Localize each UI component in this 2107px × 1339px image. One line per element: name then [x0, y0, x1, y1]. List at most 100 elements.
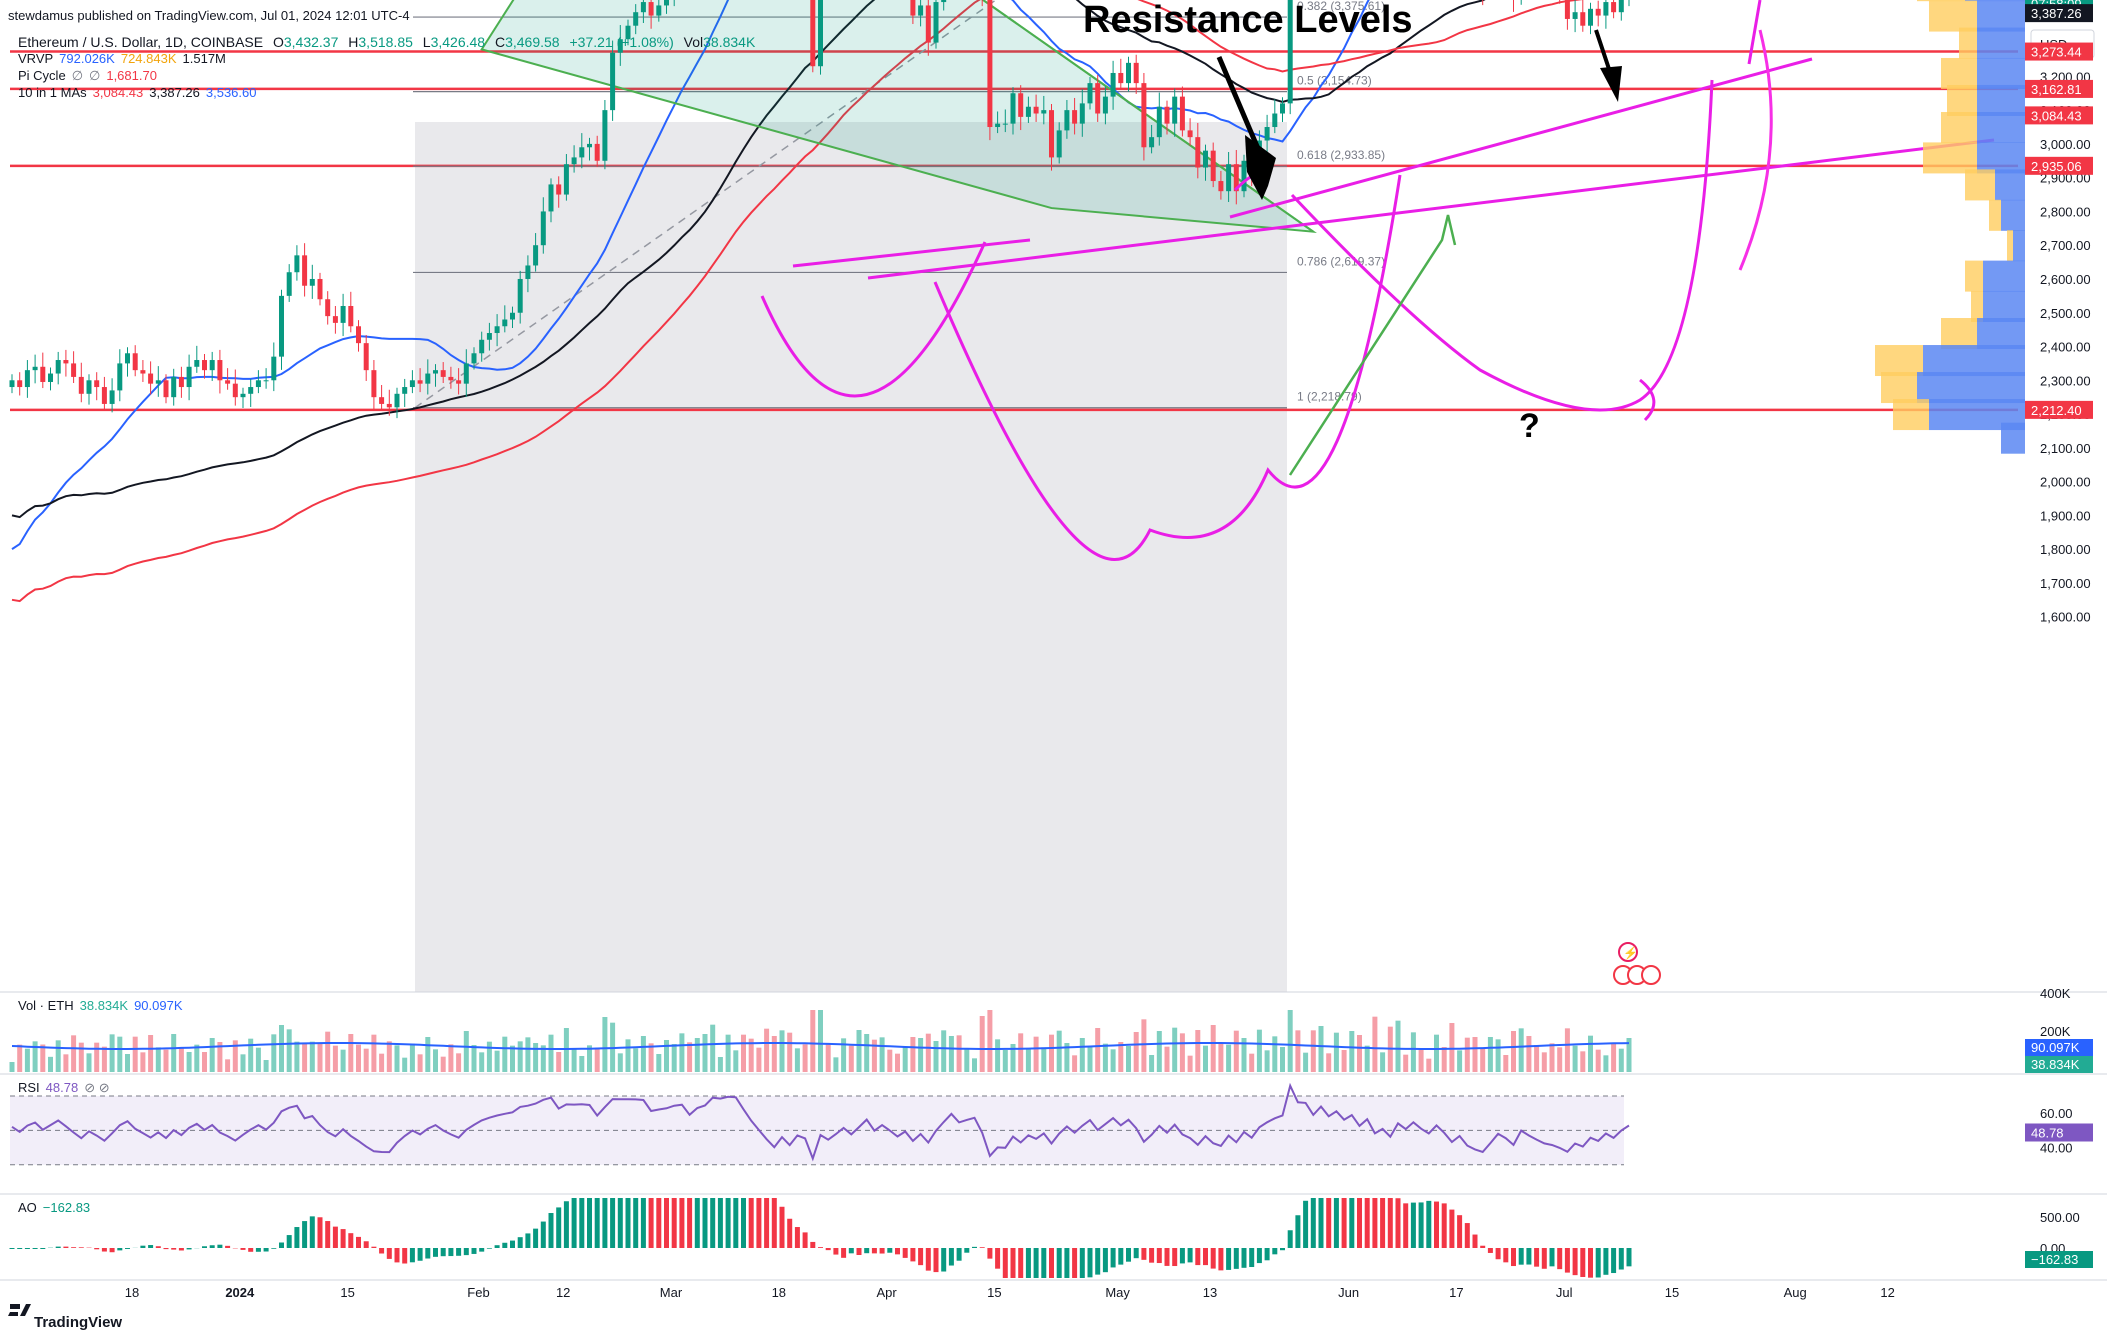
ma-red-line[interactable]: [11, 0, 1629, 603]
ao-bar: [1380, 1198, 1386, 1248]
cup-arc[interactable]: [1639, 378, 1656, 422]
price-tag[interactable]: [2025, 42, 2093, 61]
volume-bar: [1102, 1043, 1108, 1072]
time-axis[interactable]: 18 2024 15 Feb 12 Mar 18 Apr 15 May 13 Jun 17 Jul 15 Au…: [125, 1285, 1895, 1300]
event-icons[interactable]: ⚡: [1613, 942, 1661, 985]
volume-profile-bar-up: [1989, 199, 2001, 231]
ao-bar: [864, 1248, 870, 1254]
trendline[interactable]: [1229, 57, 1813, 219]
ao-bar: [1387, 1198, 1393, 1248]
candle-body: [24, 370, 30, 388]
price-tag-label: 3,084.43: [2031, 108, 2082, 123]
volume-bar: [1149, 1055, 1155, 1072]
candle-body: [1049, 110, 1054, 158]
price-tick-label: 2,100.00: [2040, 441, 2091, 456]
trendline[interactable]: [867, 138, 1995, 280]
volume-bar: [879, 1037, 885, 1072]
candle-body: [332, 316, 338, 323]
ao-bar: [679, 1198, 685, 1248]
ao-bar: [540, 1221, 546, 1248]
ao-bar: [1480, 1245, 1486, 1248]
volume-bar: [1511, 1031, 1516, 1072]
ao-bar: [1564, 1248, 1570, 1273]
indicator-legend[interactable]: VRVP 792.026K 724.843K 1.517M Pi Cycle ∅ ∅ 1,68…: [18, 51, 256, 100]
indicator-row-1[interactable]: Pi Cycle ∅ ∅ 1,681.70: [18, 68, 157, 83]
volume-bar: [979, 1016, 985, 1072]
volume-profile-bar-down: [1983, 290, 2025, 322]
candle-body: [32, 366, 38, 371]
trendline[interactable]: [1747, 0, 1762, 65]
candle-body: [910, 0, 916, 16]
candle-body: [225, 380, 231, 384]
ao-bar: [1487, 1248, 1493, 1253]
indicator-row-2[interactable]: 10 in 1 MAs 3,084.43 3,387.26 3,536.60: [18, 85, 256, 100]
price-axis-bg[interactable]: [2018, 0, 2107, 1339]
time-tick-label: 12: [1880, 1285, 1894, 1300]
trendline[interactable]: [792, 238, 1031, 268]
ao-bar: [640, 1198, 646, 1248]
arrow-line[interactable]: [1216, 56, 1265, 159]
volume-bar: [648, 1043, 654, 1072]
candle-body: [325, 299, 331, 317]
volume-profile-bar-down: [1995, 169, 2025, 201]
volume-bar: [248, 1038, 254, 1072]
candle-body: [232, 383, 238, 398]
cup-arc[interactable]: [760, 241, 987, 398]
volume-bar: [694, 1038, 700, 1072]
cup-arc[interactable]: [933, 174, 1402, 561]
ao-bar: [294, 1227, 300, 1248]
ao-bar: [1264, 1248, 1270, 1261]
candle-body: [648, 2, 654, 16]
ao-bar: [1395, 1198, 1401, 1248]
projection-path[interactable]: [1288, 214, 1457, 476]
candle-body: [625, 25, 631, 40]
volume-bar: [864, 1034, 870, 1072]
volume-bar: [48, 1056, 53, 1072]
ao-bar: [1149, 1248, 1155, 1263]
candle-body: [1095, 83, 1101, 114]
price-tag[interactable]: [2025, 156, 2093, 175]
volume-pane-title: Vol · ETH 38.834K 90.097K: [18, 998, 183, 1013]
ao-bar: [40, 1248, 46, 1249]
ao-bar: [371, 1246, 377, 1248]
ao-bar: [1418, 1202, 1424, 1248]
volume-bar: [155, 1047, 161, 1072]
volume-bar: [1618, 1048, 1624, 1072]
ao-bar: [910, 1248, 916, 1262]
candle-body: [633, 12, 639, 26]
candle-body: [63, 360, 69, 364]
price-tick-label: 1,800.00: [2040, 542, 2091, 557]
volume-bar: [1241, 1038, 1247, 1072]
date-range-shade: [415, 122, 1287, 992]
time-tick-label: 2024: [225, 1285, 255, 1300]
candle-body: [302, 255, 308, 286]
price-tag[interactable]: [2025, 400, 2093, 419]
fib-trend-line[interactable]: [414, 0, 1287, 409]
volume-bar: [902, 1046, 908, 1072]
candle-body: [1118, 72, 1124, 84]
ao-bar: [710, 1198, 716, 1248]
ao-bar: [1611, 1248, 1617, 1274]
cup-arc[interactable]: [1738, 29, 1773, 271]
volume-bar: [125, 1054, 130, 1072]
ao-bar: [186, 1248, 192, 1250]
volume-bar: [109, 1034, 115, 1072]
cup-arc[interactable]: [1290, 79, 1714, 412]
ma-blue-line[interactable]: [11, 0, 1629, 550]
price-tag[interactable]: [2025, 106, 2093, 125]
published-text: stewdamus published on TradingView.com, …: [8, 8, 410, 23]
price-tag[interactable]: [2025, 79, 2093, 98]
candle-body: [456, 380, 462, 384]
ao-bar: [1049, 1248, 1054, 1278]
volume-bar: [717, 1057, 723, 1072]
volume-bar: [1079, 1038, 1085, 1072]
price-tick-label: 1,600.00: [2040, 610, 2091, 625]
ao-bar: [302, 1221, 308, 1248]
volume-bar: [964, 1049, 970, 1072]
indicator-row-0[interactable]: VRVP 792.026K 724.843K 1.517M: [18, 51, 226, 66]
volume-bar: [202, 1052, 207, 1072]
candle-body: [348, 305, 354, 327]
price-tag[interactable]: [2025, 4, 2093, 23]
